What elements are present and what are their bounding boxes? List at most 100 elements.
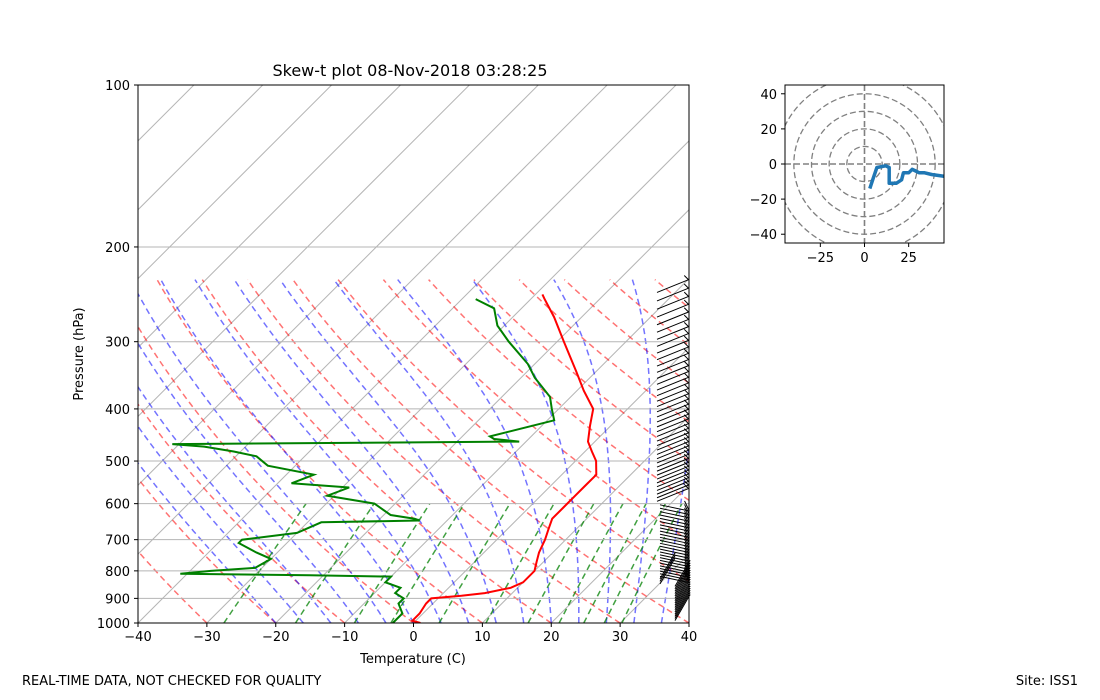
wind-barb-staff [659, 507, 690, 515]
wind-barb-flag [683, 449, 689, 455]
wind-barb-staff [674, 594, 691, 621]
mixing-ratio-lines [223, 503, 683, 623]
wind-barb-staff [659, 565, 690, 573]
wind-barb-staff [656, 359, 689, 373]
wind-barb-staff [656, 432, 689, 447]
wind-barb-flag [683, 378, 689, 384]
dry-adiabat [382, 279, 689, 542]
wind-barb-staff [656, 436, 689, 451]
dry-adiabat [473, 279, 689, 462]
wind-barb-staff [656, 339, 689, 354]
wind-barb-flag [683, 335, 689, 341]
isotherm [138, 85, 332, 280]
isotherm [206, 140, 689, 623]
hodograph-x-tick-label: 0 [860, 251, 868, 266]
y-axis-label: Pressure (hPa) [72, 307, 87, 400]
isotherm [344, 277, 689, 623]
moist-adiabat [333, 279, 525, 623]
wind-barb-flag [683, 275, 689, 281]
hodograph-ring [810, 110, 919, 218]
wind-barb-flag [683, 476, 689, 482]
isotherm [550, 484, 689, 623]
isotherm [275, 209, 689, 623]
x-tick-label: 0 [409, 630, 417, 645]
wind-barb-flag [683, 299, 689, 305]
isotherm [138, 85, 195, 142]
dry-adiabat [138, 325, 414, 623]
moist-adiabat [279, 279, 497, 623]
hodograph-y-tick-label: 20 [760, 123, 777, 138]
y-tick-label: 200 [105, 241, 130, 256]
wind-barb-staff [656, 461, 689, 476]
moist-adiabat [631, 279, 651, 623]
isotherm [138, 85, 677, 623]
moist-adiabat [138, 425, 304, 623]
x-tick-label: −30 [193, 630, 220, 645]
x-tick-label: 40 [681, 630, 698, 645]
dry-adiabat [428, 279, 689, 502]
site-label: Site: ISS1 [1015, 674, 1078, 689]
wind-barb-flag [683, 437, 689, 443]
moist-adiabat [233, 279, 470, 623]
hodograph-ring [828, 128, 901, 200]
y-tick-label: 700 [105, 534, 130, 549]
wind-barb-staff [674, 585, 691, 613]
wind-barb-staff [656, 488, 689, 502]
wind-barb-staff [674, 576, 691, 604]
wind-barb-staff [656, 403, 689, 418]
wind-barb-flag [683, 483, 689, 489]
wind-barb-staff [656, 469, 689, 484]
wind-barb-staff [659, 514, 690, 522]
y-tick-label: 800 [105, 565, 130, 580]
moist-adiabat [160, 279, 415, 623]
wind-barb-staff [656, 318, 689, 333]
dry-adiabat [518, 279, 689, 423]
mixing-ratio-line [485, 503, 555, 623]
wind-barb-flag [683, 354, 689, 360]
moist-adiabat [194, 279, 442, 623]
y-axis-ticks: 100 200 300 400 500 600 700 800 900 1000 [97, 79, 138, 632]
wind-barb-staff [656, 408, 689, 423]
wind-barb-staff [656, 473, 689, 488]
hodograph-x-ticks: −25 0 25 [807, 243, 917, 266]
wind-barb-staff [659, 527, 690, 535]
moist-adiabat-lines [138, 279, 689, 623]
isotherm [758, 85, 1100, 623]
wind-barb-staff [659, 554, 690, 562]
wind-barb-staff [659, 557, 690, 565]
wind-barb-staff [659, 557, 676, 585]
hodograph-x-tick-label: 25 [900, 251, 917, 266]
dry-adiabat [246, 279, 621, 623]
dry-adiabat [201, 279, 552, 623]
wind-barb-staff [659, 551, 690, 559]
wind-barb-staff [656, 326, 689, 340]
wind-barb-flag [683, 328, 689, 334]
wind-barb-staff [656, 352, 689, 367]
wind-barb-staff [659, 562, 690, 570]
wind-barb-staff [674, 581, 691, 608]
wind-barb-staff [656, 465, 689, 480]
wind-barb-flag [683, 465, 689, 471]
wind-barb-staff [656, 480, 689, 495]
wind-barb-staff [656, 445, 689, 460]
dry-adiabat-lines [138, 279, 689, 623]
wind-barb-flag [683, 307, 689, 313]
wind-barb-staff [659, 536, 690, 545]
moist-adiabat [553, 279, 612, 623]
wind-barb-staff [656, 398, 689, 413]
wind-barb-staff [656, 371, 689, 385]
wind-barb-staff [656, 311, 689, 326]
wind-barb-flag [683, 348, 689, 354]
wind-barb-staff [656, 453, 689, 468]
wind-barb-staff [656, 418, 689, 433]
wind-barb-staff [659, 573, 690, 581]
wind-barb-staff [674, 579, 691, 606]
wind-barbs [656, 275, 691, 621]
hodograph-y-tick-label: −20 [750, 193, 777, 208]
x-tick-label: −20 [262, 630, 289, 645]
wind-barb-staff [656, 346, 689, 361]
y-tick-label: 400 [105, 403, 130, 418]
x-tick-label: 30 [612, 630, 629, 645]
wind-barb-staff [656, 484, 689, 499]
y-tick-label: 600 [105, 498, 130, 513]
